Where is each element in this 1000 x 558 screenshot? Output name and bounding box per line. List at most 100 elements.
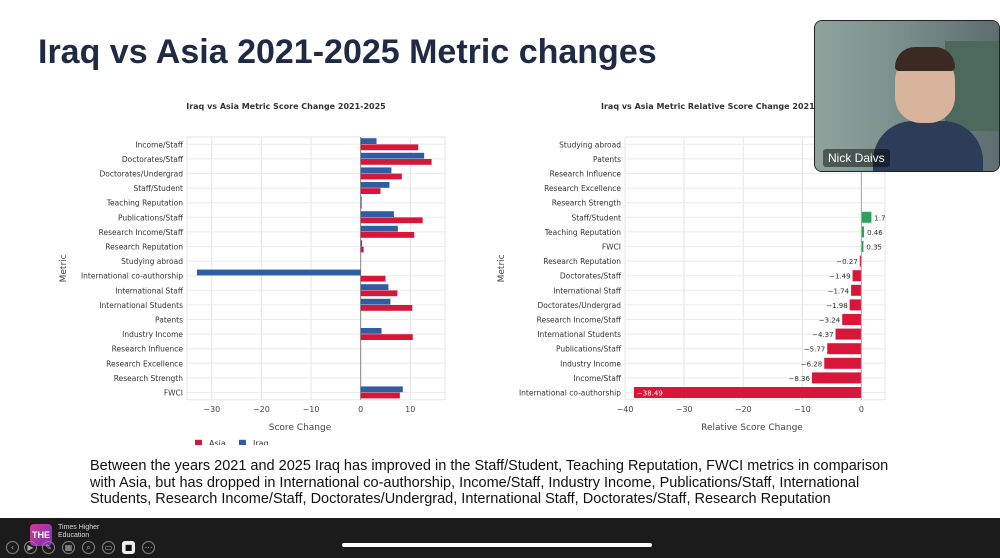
x-tick-label: −40 xyxy=(617,405,634,414)
subtitles-icon[interactable]: ▭ xyxy=(102,541,115,554)
x-tick-label: −20 xyxy=(735,405,752,414)
bar-iraq xyxy=(360,167,392,174)
bar xyxy=(859,255,862,267)
brand-text: Times Higher Education xyxy=(58,524,100,539)
y-tick-label: FWCI xyxy=(164,389,183,398)
bar-iraq xyxy=(360,138,377,144)
bar xyxy=(824,357,862,369)
x-tick-label: −30 xyxy=(676,405,693,414)
bar xyxy=(861,211,872,223)
y-tick-label: FWCI xyxy=(602,243,621,252)
y-tick-label: Research Income/Staff xyxy=(537,316,622,325)
data-label: −38.49 xyxy=(637,390,663,398)
bar-asia xyxy=(360,305,413,311)
play-icon[interactable]: ▶ xyxy=(24,541,37,554)
y-tick-label: Research Reputation xyxy=(105,243,183,252)
y-tick-label: Research Excellence xyxy=(544,184,621,193)
bar xyxy=(849,299,862,311)
y-tick-label: Doctorates/Undergrad xyxy=(538,301,622,310)
the-logo: THE xyxy=(30,524,52,546)
chart-title: Iraq vs Asia Metric Score Change 2021-20… xyxy=(186,102,386,111)
progress-bar[interactable] xyxy=(342,543,652,547)
bar-iraq xyxy=(196,269,361,276)
x-axis-label: Score Change xyxy=(269,423,332,433)
bar-iraq xyxy=(360,196,362,203)
y-tick-label: International co-authorship xyxy=(81,272,183,281)
y-tick-label: Industry Income xyxy=(560,359,621,368)
y-tick-label: Staff/Student xyxy=(571,213,621,222)
chart-title: Iraq vs Asia Metric Relative Score Chang… xyxy=(601,102,841,111)
bar-asia xyxy=(360,188,381,194)
x-tick-label: −10 xyxy=(794,405,811,414)
data-label: −3.24 xyxy=(819,317,841,325)
bar-iraq xyxy=(360,225,398,232)
data-label: −8.36 xyxy=(789,375,811,383)
camera-icon[interactable]: ■ xyxy=(122,541,135,554)
bar-iraq xyxy=(360,182,390,188)
bar-asia xyxy=(360,232,415,238)
y-tick-label: International Staff xyxy=(115,286,184,295)
more-options-icon[interactable]: ⋯ xyxy=(142,541,155,554)
bar-asia xyxy=(360,217,423,224)
bar xyxy=(633,387,862,398)
y-tick-label: Teaching Reputation xyxy=(544,228,622,237)
x-tick-label: −20 xyxy=(253,405,270,414)
y-tick-label: Research Influence xyxy=(112,345,184,354)
data-label: −1.49 xyxy=(829,273,850,281)
y-tick-label: International Students xyxy=(537,330,621,339)
y-tick-label: Teaching Reputation xyxy=(106,199,184,208)
legend-swatch-iraq xyxy=(239,439,246,445)
participant-body xyxy=(873,121,983,171)
data-label: 1.7 xyxy=(874,214,885,222)
data-label: 0.46 xyxy=(867,229,883,237)
bar xyxy=(861,241,864,252)
bar-asia xyxy=(360,202,362,209)
bar-asia xyxy=(360,159,432,165)
pen-icon[interactable]: ✎ xyxy=(42,541,55,554)
x-tick-label: 10 xyxy=(405,405,415,414)
slide-title: Iraq vs Asia 2021-2025 Metric changes xyxy=(38,33,657,71)
legend-swatch-asia xyxy=(195,439,202,445)
data-label: −1.74 xyxy=(828,287,850,295)
y-tick-label: Industry Income xyxy=(122,330,183,339)
bar-iraq xyxy=(360,328,382,334)
previous-icon[interactable]: ‹ xyxy=(6,541,19,554)
y-tick-label: Income/Staff xyxy=(573,374,621,383)
data-label: −6.28 xyxy=(801,360,822,368)
x-tick-label: −30 xyxy=(203,405,220,414)
plot-area xyxy=(624,136,886,401)
y-tick-label: Income/Staff xyxy=(135,140,183,149)
y-tick-label: Studying abroad xyxy=(559,140,621,149)
data-label: 0.35 xyxy=(866,244,882,252)
y-tick-label: International Staff xyxy=(553,286,622,295)
y-tick-label: Research Strength xyxy=(114,374,183,383)
bar xyxy=(861,226,865,238)
bar xyxy=(835,328,862,340)
y-tick-label: Research Reputation xyxy=(543,257,621,266)
slides-icon[interactable]: ▦ xyxy=(62,541,75,554)
bar-asia xyxy=(360,144,419,151)
y-tick-label: Publications/Staff xyxy=(118,213,184,222)
participant-video[interactable]: Nick Daivs xyxy=(814,20,1000,172)
bar-iraq xyxy=(360,386,403,393)
y-tick-label: Doctorates/Undergrad xyxy=(100,170,184,179)
bar-asia xyxy=(360,392,400,399)
y-tick-label: Doctorates/Staff xyxy=(560,272,622,281)
data-label: −4.37 xyxy=(812,331,833,339)
y-axis-label: Metric xyxy=(497,254,507,282)
legend-label-iraq: Iraq xyxy=(253,439,269,445)
y-tick-label: Research Excellence xyxy=(106,359,183,368)
data-label: −0.27 xyxy=(836,258,857,266)
data-label: −5.77 xyxy=(804,346,825,354)
bar xyxy=(842,314,862,325)
y-tick-label: International Students xyxy=(99,301,183,310)
bar-asia xyxy=(360,173,402,180)
y-tick-label: Research Influence xyxy=(550,170,622,179)
zoom-icon[interactable]: ⌕ xyxy=(82,541,95,554)
data-label: −1.98 xyxy=(826,302,847,310)
bar xyxy=(852,270,862,282)
bar xyxy=(811,372,862,384)
bottom-bar xyxy=(0,518,1000,558)
x-axis-label: Relative Score Change xyxy=(701,423,803,433)
participant-hair xyxy=(895,47,955,71)
